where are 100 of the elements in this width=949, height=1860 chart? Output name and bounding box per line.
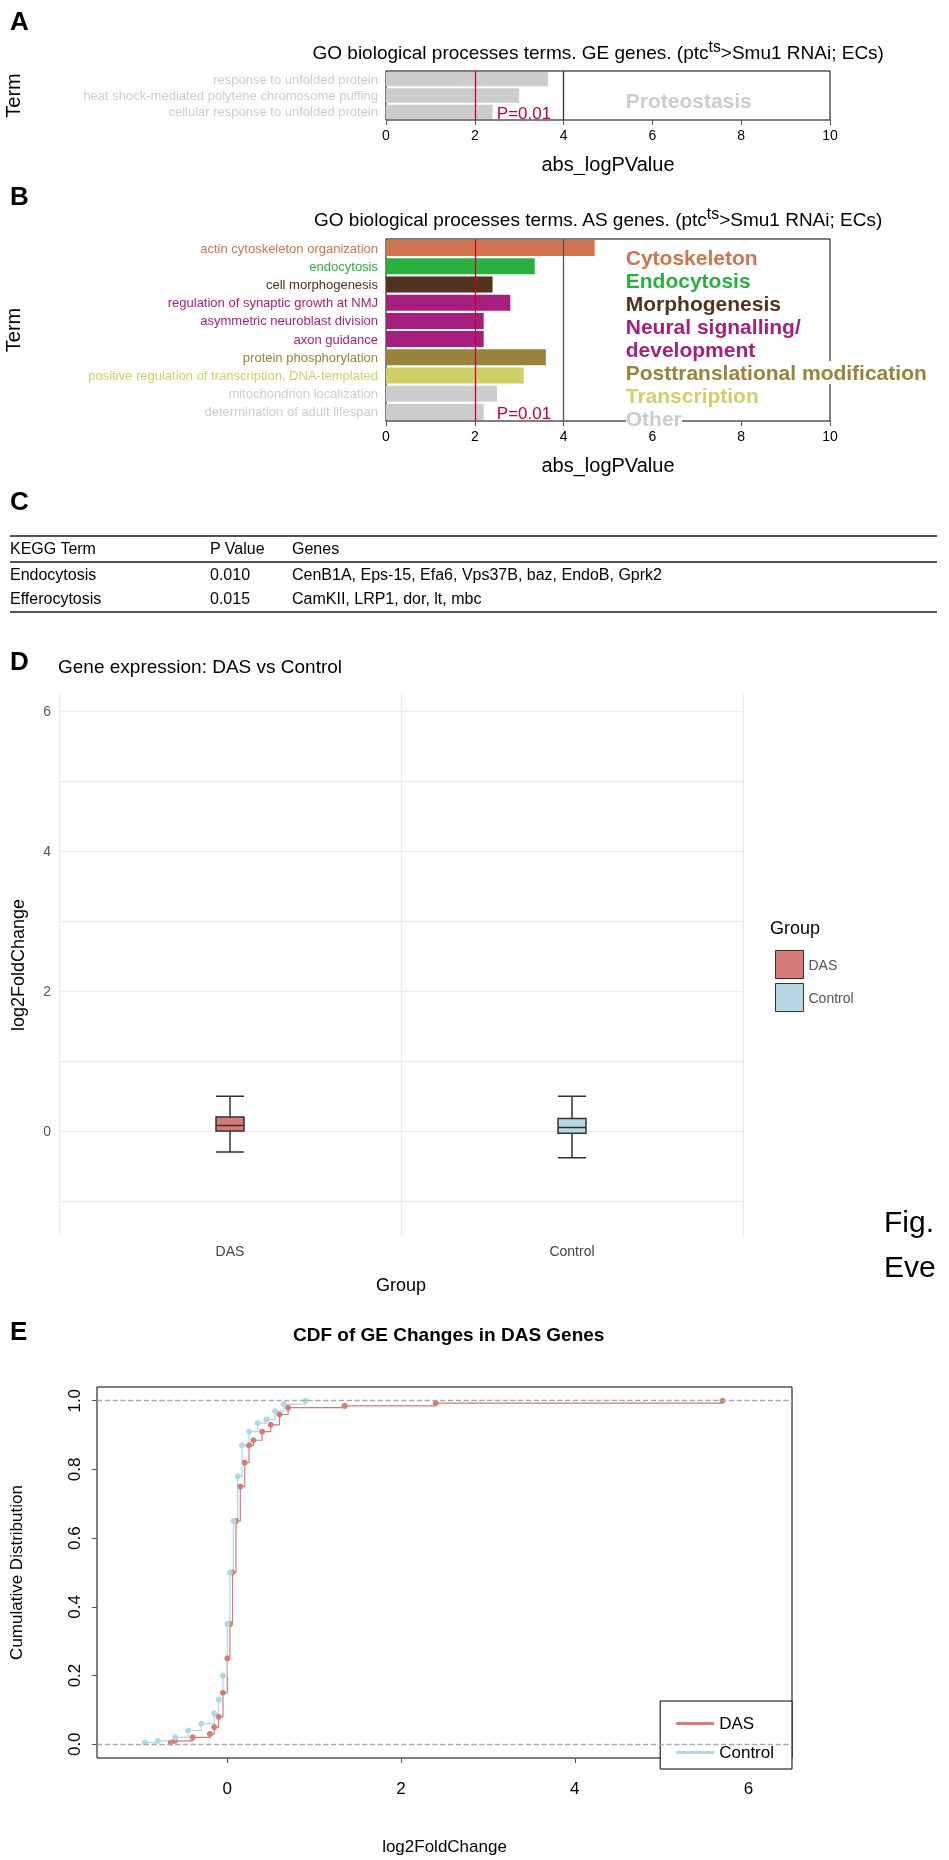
x-axis-title: abs_logPValue: [541, 454, 675, 477]
y-tick-label: 0.6: [65, 1526, 84, 1550]
point: [263, 1416, 270, 1423]
text: 0.010: [210, 565, 252, 585]
point: [267, 1421, 274, 1428]
annotation: Morphogenesis: [625, 291, 781, 315]
text: P Value: [210, 539, 266, 559]
chart-title: Gene expression: DAS vs Control: [58, 656, 343, 678]
point: [239, 1442, 246, 1449]
y-tick-label: 0.8: [65, 1457, 84, 1482]
x-tick-label: 4: [559, 428, 568, 444]
text: 0.015: [210, 589, 252, 609]
x-tick-label: 6: [648, 127, 657, 143]
text: Genes: [292, 539, 341, 559]
y-axis-title: Term: [2, 73, 24, 118]
point: [285, 1404, 292, 1411]
point: [237, 1483, 244, 1490]
x-tick-label: 6: [648, 428, 657, 444]
point: [206, 1730, 213, 1737]
y-tick-label: 1.0: [65, 1388, 84, 1413]
text: C: [10, 486, 29, 517]
annotation: Endocytosis: [625, 268, 751, 292]
bar: [386, 403, 484, 420]
bar: [386, 349, 546, 366]
annotation: Neural signalling/ development: [625, 314, 801, 361]
point: [219, 1672, 226, 1679]
point: [432, 1400, 439, 1407]
bar: [386, 88, 520, 103]
y-tick-label: 6: [43, 703, 52, 720]
x-axis-title: abs_logPValue: [541, 153, 675, 176]
point: [234, 1473, 241, 1480]
annotation: P=0.01: [496, 403, 552, 424]
x-tick-label: 2: [396, 1779, 406, 1798]
y-tick-label: positive regulation of transcription, DNA-templated: [88, 368, 378, 383]
bar: [386, 71, 549, 87]
x-tick-label: 6: [743, 1779, 754, 1798]
bar: [386, 367, 524, 384]
text: Efferocytosis: [10, 589, 103, 609]
legend-label: Control: [808, 989, 854, 1006]
point: [219, 1689, 226, 1696]
point: [272, 1408, 279, 1415]
y-axis-title: log2FoldChange: [8, 898, 28, 1032]
annotation: Cytoskeleton: [625, 245, 758, 269]
legend-title: Group: [770, 918, 821, 939]
text: E: [10, 1316, 28, 1347]
x-tick-label: 0: [382, 428, 391, 444]
point: [246, 1428, 253, 1435]
text: D: [10, 646, 29, 677]
y-tick-label: 0.0: [65, 1732, 84, 1757]
y-tick-label: axon guidance: [293, 331, 378, 347]
annotation: Posttranslational modification: [625, 360, 927, 384]
y-axis-title: Cumulative Distribution: [7, 1485, 26, 1660]
text: KEGG Term: [10, 539, 97, 559]
point: [211, 1710, 218, 1717]
point: [259, 1428, 266, 1435]
text: A: [10, 6, 29, 37]
y-tick-label: regulation of synaptic growth at NMJ: [167, 295, 378, 311]
text: CenB1A, Eps-15, Efa6, Vps37B, baz, EndoB, Gprk2: [292, 565, 663, 585]
point: [280, 1401, 287, 1408]
x-tick-label: 10: [822, 127, 838, 143]
point: [215, 1696, 222, 1703]
x-tick-label: 4: [559, 127, 568, 143]
y-tick-label: 0: [43, 1123, 52, 1140]
legend-label: Control: [719, 1743, 775, 1762]
legend-label: DAS: [808, 956, 838, 973]
chart-title: GO biological processes terms. AS genes. (ptc$^{ts}$>Smu1 RNAi; ECs): [314, 205, 883, 232]
point: [211, 1724, 218, 1731]
text: Eve: [884, 1250, 936, 1284]
y-tick-label: protein phosphorylation: [242, 349, 378, 365]
point: [224, 1655, 231, 1662]
x-tick-label: 8: [737, 428, 746, 444]
point: [189, 1734, 196, 1741]
point: [276, 1411, 283, 1418]
point: [215, 1713, 222, 1720]
bar: [386, 294, 511, 311]
point: [185, 1727, 192, 1734]
x-axis-title: log2FoldChange: [382, 1837, 507, 1856]
bar: [386, 240, 595, 257]
point: [154, 1737, 161, 1744]
point: [250, 1437, 257, 1444]
x-tick-label: 0: [382, 127, 391, 143]
point: [241, 1459, 248, 1466]
point: [254, 1420, 261, 1427]
annotation: Transcription: [625, 383, 759, 407]
bar: [386, 276, 493, 293]
y-tick-label: 2: [43, 983, 52, 1000]
chart-title: GO biological processes terms. GE genes. (ptc$^{ts}$>Smu1 RNAi; ECs): [312, 38, 884, 65]
point: [198, 1720, 205, 1727]
x-tick-label: 2: [470, 127, 479, 143]
chart-title: CDF of GE Changes in DAS Genes: [293, 1324, 605, 1346]
y-tick-label: asymmetric neuroblast division: [200, 313, 378, 329]
text: B: [10, 181, 29, 212]
y-tick-label: 0.2: [65, 1663, 84, 1688]
x-axis-title: Group: [375, 1275, 427, 1295]
point: [246, 1442, 253, 1449]
bar: [386, 331, 484, 348]
bar: [386, 312, 484, 329]
bar: [386, 385, 497, 402]
x-tick-label: 4: [570, 1779, 580, 1798]
text: Endocytosis: [10, 565, 98, 585]
